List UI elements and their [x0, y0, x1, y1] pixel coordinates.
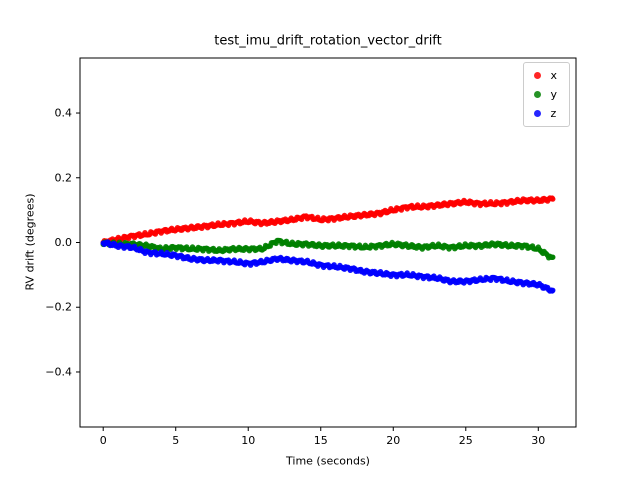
y-tick-label: 0.2: [55, 171, 73, 184]
y-tick-label: −0.2: [45, 301, 72, 314]
x-tick-label: 25: [459, 434, 473, 447]
legend-marker-y: [534, 91, 542, 98]
series-z: [100, 239, 556, 294]
legend-label-z: z: [550, 107, 557, 120]
legend-label-y: y: [550, 88, 557, 101]
x-tick-label: 20: [386, 434, 400, 447]
x-tick-label: 30: [531, 434, 545, 447]
chart-title: test_imu_drift_rotation_vector_drift: [214, 33, 442, 49]
y-axis-label: RV drift (degrees): [23, 193, 37, 291]
legend: x y z: [523, 62, 570, 127]
x-tick-label: 0: [100, 434, 107, 447]
series-x: [100, 195, 556, 246]
x-tick-label: 5: [172, 434, 179, 447]
y-tick-label: 0.4: [55, 107, 73, 120]
legend-item-x: x: [534, 70, 557, 81]
x-tick-label: 15: [314, 434, 328, 447]
legend-label-x: x: [550, 69, 557, 82]
series-y: [100, 237, 556, 261]
legend-item-y: y: [534, 89, 557, 100]
legend-item-z: z: [534, 108, 557, 119]
x-tick-label: 10: [241, 434, 255, 447]
y-tick-label: −0.4: [45, 365, 72, 378]
legend-marker-x: [534, 72, 542, 79]
y-tick-label: 0.0: [55, 236, 73, 249]
legend-marker-z: [534, 110, 542, 117]
x-axis-label: Time (seconds): [286, 454, 370, 468]
